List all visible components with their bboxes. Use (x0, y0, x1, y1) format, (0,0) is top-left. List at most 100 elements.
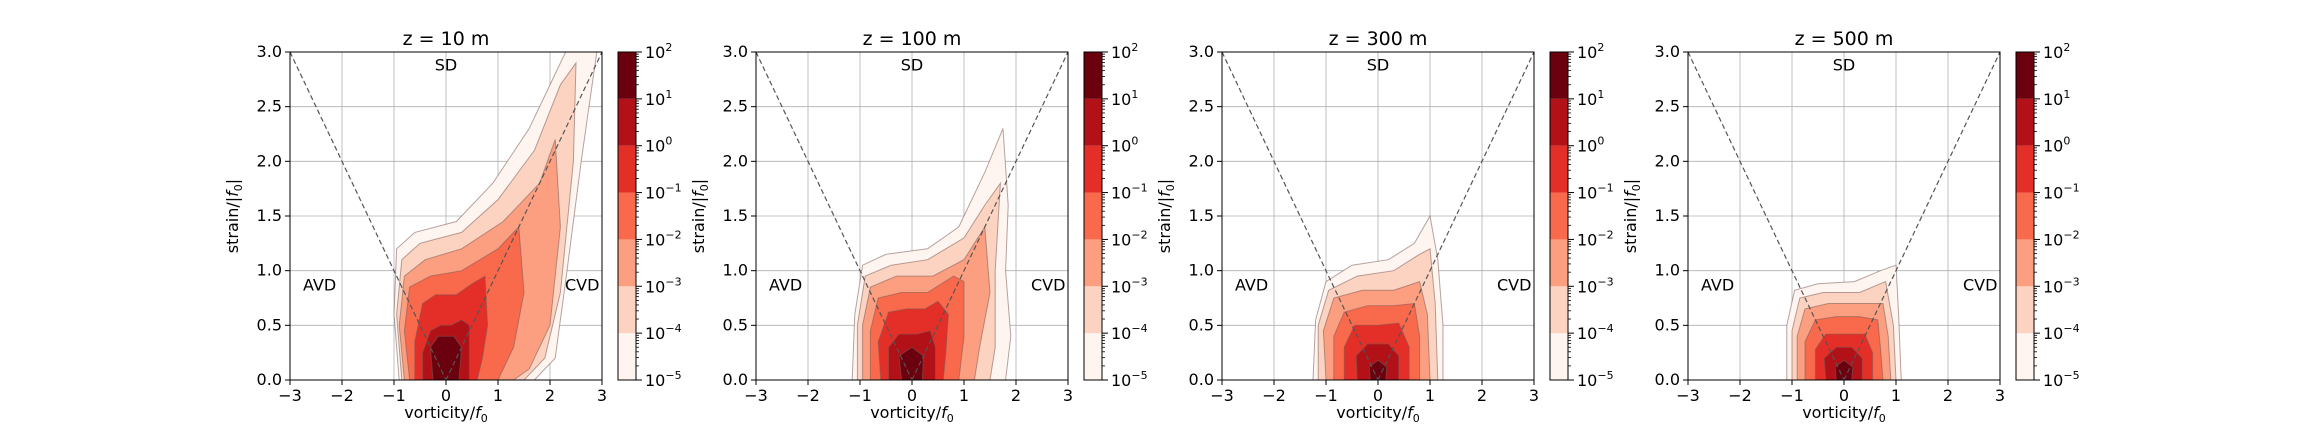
dashed-line-right (1843, 51, 2001, 381)
x-tick-label: 2 (1943, 386, 1953, 405)
y-tick-label: 2.5 (1189, 97, 1214, 116)
colorbar-tick-label: 10−2 (645, 228, 682, 249)
contour-level-1e1 (1834, 359, 1854, 380)
dashed-line-left (1221, 51, 1379, 381)
colorbar-band (618, 286, 636, 334)
y-tick-label: 3.0 (723, 42, 748, 61)
region-label-avd: AVD (1235, 275, 1268, 294)
colorbar-tick-label: 101 (2043, 88, 2070, 109)
contour-level-1e1 (429, 335, 463, 380)
density-contours (1312, 214, 1444, 380)
colorbar-tick-label: 10−3 (645, 275, 682, 296)
y-tick-label: 2.5 (723, 97, 748, 116)
x-tick-label: −1 (848, 386, 872, 405)
colorbar-tick-label: 10−2 (1111, 228, 1148, 249)
colorbar-frame (617, 51, 637, 381)
y-tick-label: 2.5 (257, 97, 282, 116)
region-label-sd: SD (1367, 56, 1389, 75)
region-label-cvd: CVD (1497, 275, 1531, 294)
colorbar-tick-label: 10−5 (1111, 369, 1148, 390)
y-axis-label: strain/|f0| (1155, 179, 1177, 253)
colorbar-tick-label: 100 (1577, 135, 1604, 156)
colorbar-tick-label: 10−4 (1577, 322, 1614, 343)
y-tick-label: 2.0 (257, 151, 282, 170)
colorbar-tick-label: 102 (2043, 41, 2070, 62)
colorbar-frame (1549, 51, 1569, 381)
x-tick-label: −2 (1262, 386, 1286, 405)
x-tick-label: 0 (907, 386, 917, 405)
colorbar: 102 101 100 10−1 10−2 10−3 10−4 10−5 (617, 41, 682, 390)
y-tick-label: 2.0 (1189, 151, 1214, 170)
y-axis-label: strain/|f0| (1621, 179, 1643, 253)
y-axis-label: strain/|f0| (223, 179, 245, 253)
y-tick-label: 2.5 (1655, 97, 1680, 116)
colorbar-tick-label: 10−4 (1111, 322, 1148, 343)
colorbar-tick-label: 102 (1577, 41, 1604, 62)
x-tick-label: 3 (597, 386, 607, 405)
x-tick-label: −3 (1210, 386, 1234, 405)
x-tick-label: −3 (278, 386, 302, 405)
colorbar-tick-label: 10−5 (2043, 369, 2080, 390)
y-tick-label: 1.5 (1189, 206, 1214, 225)
x-axis-label: vorticity/f0 (404, 403, 488, 425)
x-axis-label: vorticity/f0 (1802, 403, 1886, 425)
colorbar-band (1550, 98, 1568, 146)
colorbar-frame (2015, 51, 2035, 381)
colorbar-band (2016, 239, 2034, 287)
y-tick-label: 1.5 (1655, 206, 1680, 225)
colorbar-tick-label: 10−5 (1577, 369, 1614, 390)
region-label-cvd: CVD (565, 275, 599, 294)
density-contours (851, 128, 1012, 380)
y-tick-label: 0.0 (1655, 370, 1680, 389)
dashed-line-left (289, 51, 447, 381)
colorbar-tick-label: 10−4 (2043, 322, 2080, 343)
y-tick-label: 0.5 (1655, 315, 1680, 334)
colorbar-tick-label: 10−1 (1111, 182, 1148, 203)
dashed-boundary (1687, 51, 2001, 381)
colorbar-band (2016, 286, 2034, 334)
colorbar-tick-label: 101 (1577, 88, 1604, 109)
region-label-avd: AVD (1701, 275, 1734, 294)
colorbar-band (2016, 333, 2034, 380)
colorbar-tick-label: 10−3 (1111, 275, 1148, 296)
colorbar-band (2016, 98, 2034, 146)
colorbar: 102 101 100 10−1 10−2 10−3 10−4 10−5 (1549, 41, 1614, 390)
colorbar-frame (1083, 51, 1103, 381)
colorbar-band (2016, 52, 2034, 99)
x-tick-label: 1 (493, 386, 503, 405)
panel-title: z = 300 m (1329, 28, 1428, 50)
x-tick-label: 1 (1891, 386, 1901, 405)
dashed-line-right (911, 51, 1069, 381)
colorbar-tick-label: 10−5 (645, 369, 682, 390)
colorbar-band (1084, 192, 1102, 240)
y-tick-label: 1.5 (723, 206, 748, 225)
colorbar: 102 101 100 10−1 10−2 10−3 10−4 10−5 (2015, 41, 2080, 390)
colorbar-tick-label: 102 (645, 41, 672, 62)
panel-title: z = 500 m (1795, 28, 1894, 50)
colorbar-band (618, 192, 636, 240)
y-tick-label: 0.0 (723, 370, 748, 389)
panel-title: z = 10 m (403, 28, 490, 50)
x-tick-label: −1 (1780, 386, 1804, 405)
dashed-boundary (755, 51, 1069, 381)
y-tick-label: 0.5 (723, 315, 748, 334)
y-axis-label: strain/|f0| (689, 179, 711, 253)
y-tick-label: 3.0 (257, 42, 282, 61)
colorbar-band (1084, 52, 1102, 99)
dashed-line-left (1687, 51, 1845, 381)
y-tick-label: 1.5 (257, 206, 282, 225)
y-tick-label: 1.0 (1189, 261, 1214, 280)
colorbar-tick-label: 10−1 (1577, 182, 1614, 203)
colorbar-band (618, 333, 636, 380)
x-tick-label: −2 (1728, 386, 1752, 405)
region-label-sd: SD (1833, 56, 1855, 75)
region-label-avd: AVD (769, 275, 802, 294)
x-tick-label: −2 (796, 386, 820, 405)
region-label-avd: AVD (303, 275, 336, 294)
colorbar-band (618, 145, 636, 193)
y-tick-label: 0.5 (257, 315, 282, 334)
colorbar-tick-label: 10−1 (645, 182, 682, 203)
x-tick-label: −1 (382, 386, 406, 405)
colorbar-band (1550, 52, 1568, 99)
colorbar-band (1550, 286, 1568, 334)
